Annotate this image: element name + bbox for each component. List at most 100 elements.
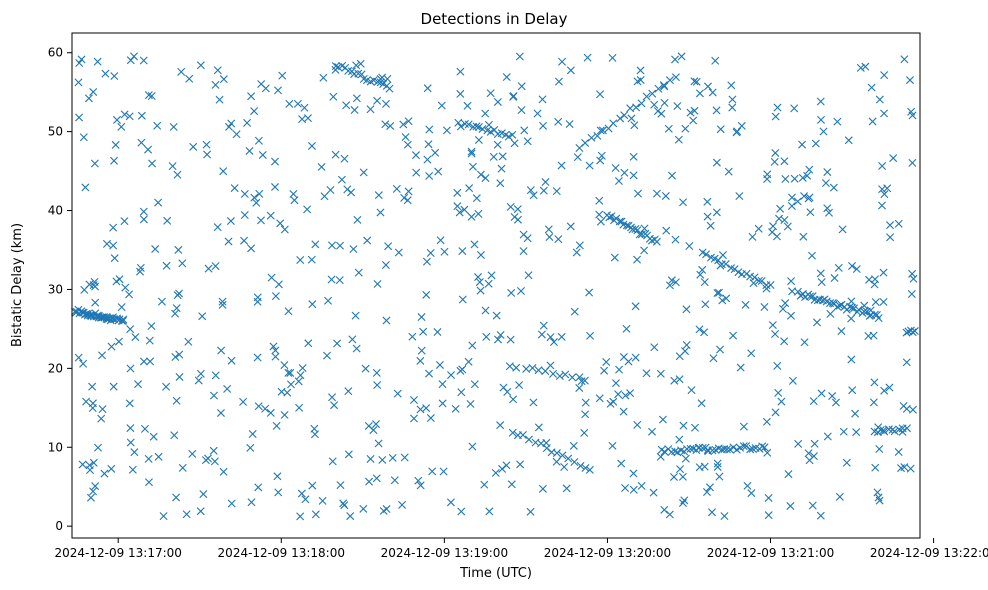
- data-point: [610, 253, 619, 262]
- data-point: [352, 61, 361, 70]
- data-point: [748, 232, 757, 241]
- data-point: [144, 454, 153, 463]
- data-point: [576, 461, 585, 470]
- data-point: [91, 482, 100, 491]
- data-point: [86, 493, 95, 502]
- data-point: [507, 480, 516, 489]
- data-point: [680, 496, 689, 505]
- data-point: [247, 92, 256, 101]
- data-point: [79, 359, 88, 368]
- data-point: [243, 118, 252, 127]
- data-point: [747, 489, 756, 498]
- y-tick-label: 40: [48, 204, 63, 218]
- data-point: [869, 331, 878, 340]
- data-point: [513, 215, 522, 224]
- data-point: [468, 442, 477, 451]
- data-point: [287, 380, 295, 389]
- data-point: [126, 56, 135, 65]
- data-point: [393, 389, 402, 398]
- data-point: [481, 306, 490, 315]
- data-point: [154, 452, 163, 461]
- data-point: [348, 335, 357, 344]
- data-point: [907, 107, 916, 116]
- data-point: [474, 122, 483, 131]
- data-point: [101, 69, 110, 78]
- data-point: [652, 189, 661, 198]
- data-point: [686, 108, 695, 117]
- data-point: [763, 175, 772, 183]
- data-point: [416, 481, 425, 490]
- data-point: [274, 488, 283, 497]
- data-point: [596, 156, 605, 165]
- data-point: [722, 445, 731, 454]
- data-point: [581, 398, 590, 407]
- data-point: [823, 204, 832, 213]
- data-point: [388, 453, 397, 462]
- data-point: [728, 103, 737, 112]
- data-point: [691, 423, 699, 432]
- data-point: [94, 443, 102, 452]
- data-point: [317, 162, 326, 171]
- data-point: [266, 211, 275, 220]
- data-point: [114, 337, 123, 346]
- data-point: [770, 157, 779, 166]
- data-point: [112, 115, 121, 124]
- data-point: [580, 376, 589, 385]
- data-point: [786, 311, 795, 320]
- data-point: [653, 107, 662, 116]
- data-point: [781, 299, 790, 308]
- data-point: [496, 179, 505, 188]
- data-point: [848, 386, 857, 395]
- data-point: [400, 193, 409, 202]
- data-point: [118, 316, 127, 325]
- data-point: [800, 338, 809, 347]
- data-point: [533, 109, 542, 118]
- data-point: [398, 500, 407, 509]
- data-point: [572, 248, 581, 257]
- data-point: [286, 368, 295, 377]
- data-point: [729, 331, 738, 340]
- data-point: [331, 65, 340, 74]
- data-point: [145, 336, 154, 345]
- data-point: [510, 139, 519, 148]
- y-axis-ticks: 0 10 20 30 40 50 60: [48, 46, 72, 533]
- data-point: [661, 191, 670, 200]
- x-tick-label: 2024-12-09 13:19:00: [381, 546, 508, 560]
- data-point: [906, 464, 915, 473]
- data-point: [131, 333, 140, 342]
- data-point: [660, 447, 669, 456]
- data-point: [474, 135, 483, 144]
- data-point: [381, 261, 390, 269]
- data-point: [762, 284, 771, 293]
- data-point: [776, 204, 785, 213]
- data-point: [436, 236, 445, 245]
- data-point: [424, 140, 433, 149]
- data-point: [252, 198, 261, 207]
- data-point: [307, 255, 316, 264]
- data-point: [660, 98, 669, 107]
- data-point: [620, 111, 629, 120]
- data-point: [565, 120, 574, 129]
- data-point: [411, 151, 420, 160]
- data-point: [409, 414, 418, 423]
- data-point: [669, 472, 678, 481]
- data-point: [340, 154, 349, 163]
- data-point: [366, 105, 375, 114]
- data-point: [219, 167, 228, 176]
- data-point: [560, 462, 569, 471]
- data-point: [303, 205, 312, 214]
- data-point: [885, 383, 894, 392]
- data-point: [702, 250, 711, 259]
- data-point: [465, 184, 474, 193]
- data-point: [700, 278, 709, 287]
- data-point: [422, 257, 431, 266]
- data-point: [823, 432, 832, 441]
- data-point: [382, 99, 390, 108]
- data-point: [557, 332, 566, 341]
- data-point: [196, 61, 205, 70]
- data-point: [327, 275, 336, 284]
- data-point: [89, 458, 98, 467]
- data-point: [506, 202, 515, 211]
- data-point: [162, 261, 171, 270]
- data-point: [690, 106, 699, 115]
